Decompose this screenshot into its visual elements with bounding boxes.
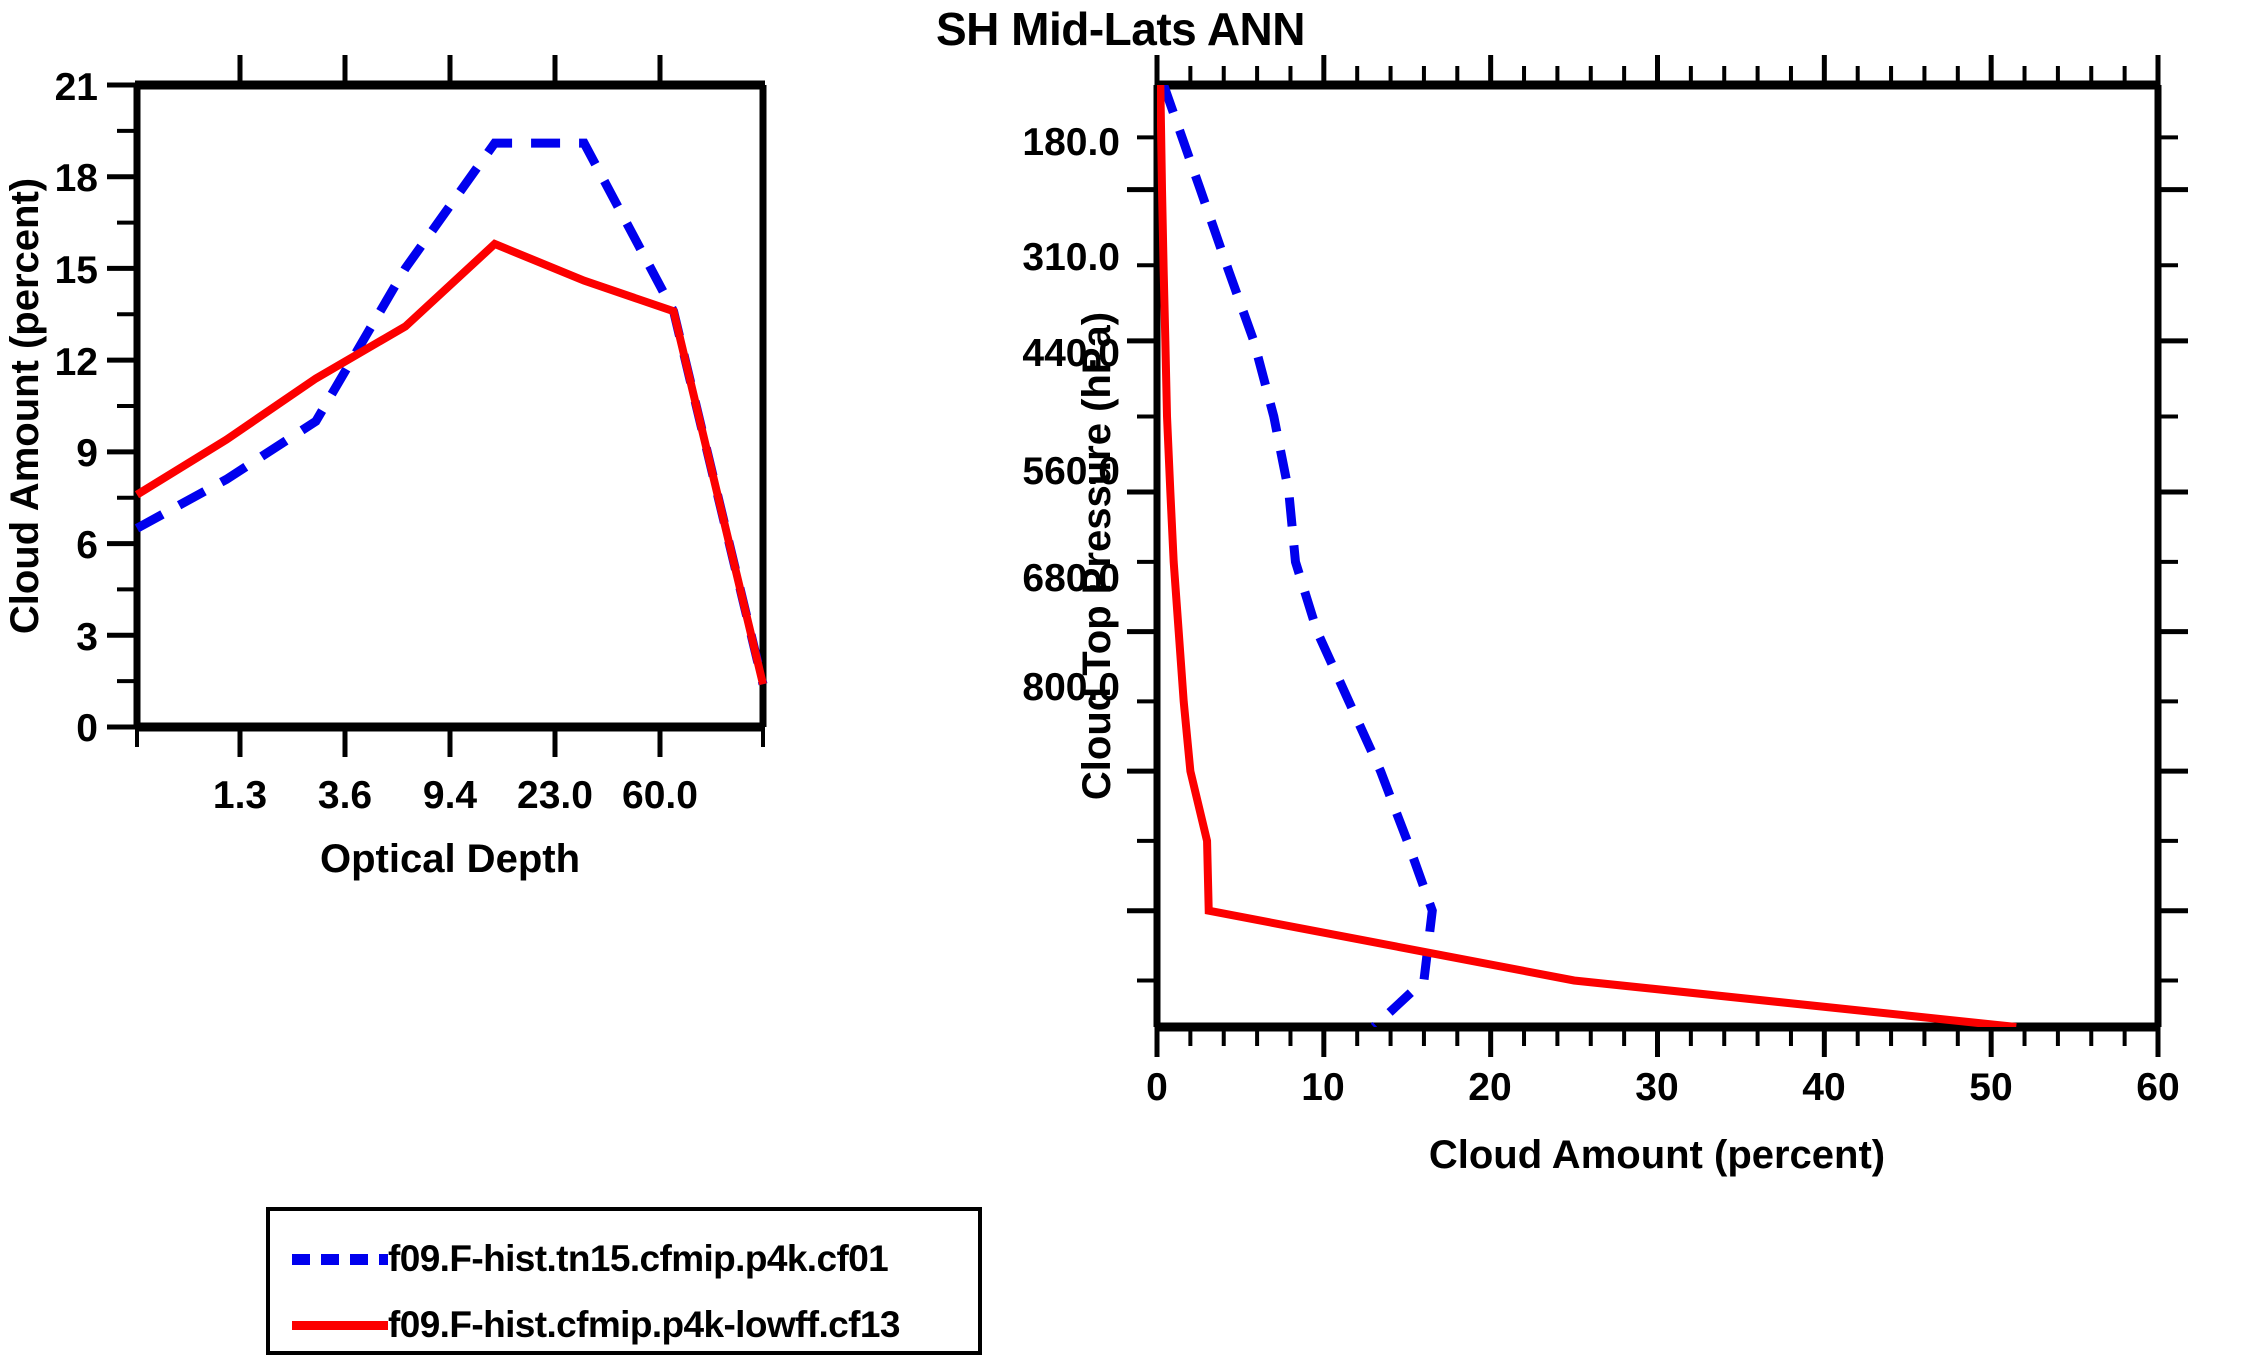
left-xtick-label-5: 60.0 [622,774,698,817]
right-ytick-label-310: 310.0 [1022,236,1120,279]
left-series-line-red [134,239,767,686]
left-ytick-label-18: 18 [55,157,98,200]
left-xtick-label-4: 23.0 [517,774,593,817]
left-ytick-label-6: 6 [76,524,98,567]
left-xticks [135,55,765,757]
left-panel: 21 18 15 12 9 6 3 0 1.3 3.6 9.4 23.0 60.… [3,55,768,881]
left-ytick-label-21: 21 [55,66,98,109]
left-xtick-label-2: 3.6 [318,774,372,817]
left-ytick-label-9: 9 [76,432,98,475]
right-xtick-label-0: 0 [1146,1066,1168,1109]
right-xaxis-title: Cloud Amount (percent) [1429,1133,1885,1177]
right-xtick-label-60: 60 [2136,1066,2179,1109]
right-yaxis-title: Cloud Top Pressure (hPa) [1075,312,1119,800]
right-xtick-label-20: 20 [1468,1066,1511,1109]
legend-entry-red: f09.F-hist.cfmip.p4k-lowff.cf13 [270,1295,986,1355]
right-ytick-label-800: 800.0 [1022,666,1120,709]
right-panel: 180.0 310.0 440.0 560.0 680.0 800.0 0 10… [1022,55,2188,1177]
legend-swatch-solid-red [292,1320,388,1330]
right-ytick-label-180: 180.0 [1022,121,1120,164]
right-series-line-red [1157,85,2017,1027]
left-ytick-label-0: 0 [76,707,98,750]
left-xtick-label-3: 9.4 [423,774,478,817]
right-ytick-label-560: 560.0 [1022,450,1120,493]
figure-title: SH Mid-Lats ANN [935,3,1306,55]
right-xtick-label-40: 40 [1802,1066,1845,1109]
right-ytick-label-440: 440.0 [1022,332,1120,375]
legend: f09.F-hist.tn15.cfmip.p4k.cf01 f09.F-his… [266,1207,982,1355]
left-yaxis-title: Cloud Amount (percent) [3,178,47,634]
legend-label-red: f09.F-hist.cfmip.p4k-lowff.cf13 [388,1304,900,1345]
right-yticks [1127,135,2188,983]
right-series-line-blue [1159,85,1437,1027]
left-ytick-label-3: 3 [76,616,98,659]
left-xaxis-title: Optical Depth [320,837,580,881]
legend-swatch-dashed-blue [292,1253,388,1265]
legend-label-blue: f09.F-hist.tn15.cfmip.p4k.cf01 [388,1238,889,1279]
right-xticks [1154,55,2161,1057]
left-xtick-label-1: 1.3 [213,774,267,817]
left-ytick-label-12: 12 [55,341,98,384]
right-xtick-label-50: 50 [1969,1066,2012,1109]
left-series-line-blue [134,138,768,686]
left-ytick-label-15: 15 [55,249,98,292]
right-xtick-label-30: 30 [1635,1066,1678,1109]
right-ytick-label-680: 680.0 [1022,557,1120,600]
right-xtick-label-10: 10 [1301,1066,1344,1109]
legend-entry-blue: f09.F-hist.tn15.cfmip.p4k.cf01 [270,1229,986,1289]
left-yticks [107,82,137,730]
